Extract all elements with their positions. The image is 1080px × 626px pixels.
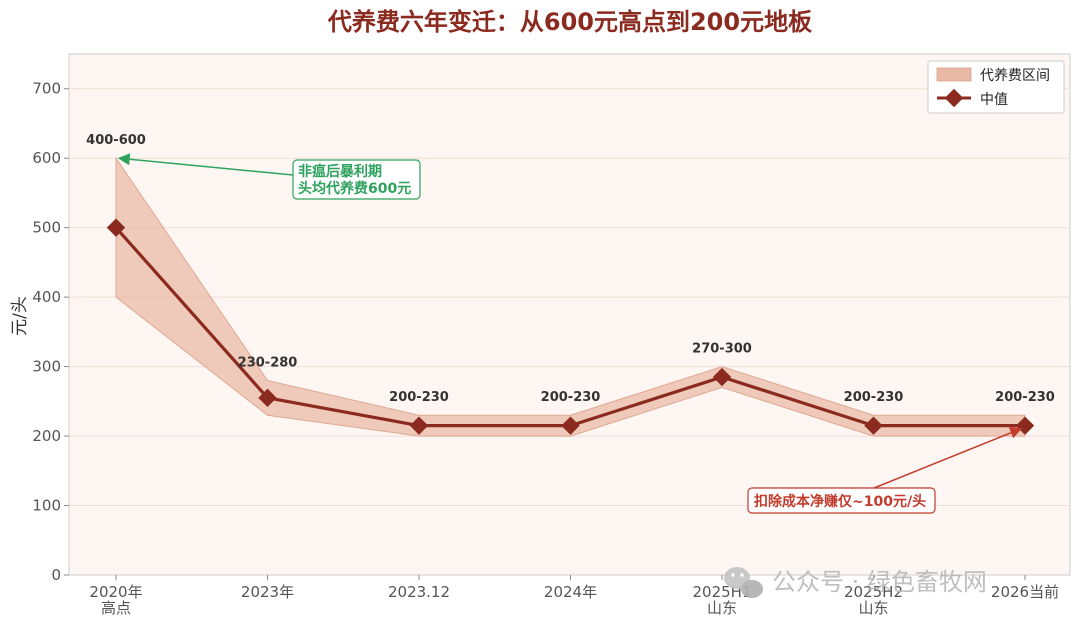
range-data-label: 270-300 [692,342,752,357]
median-marker [864,416,883,435]
annotation-text-profit: 扣除成本净赚仅~100元/头 [754,493,926,510]
y-axis-label: 元/头 [10,296,30,336]
range-band [115,156,1026,437]
x-tick-label: 高点 [101,599,131,617]
y-tick-label: 700 [32,80,61,98]
legend-band-label: 代养费区间 [980,68,1050,84]
y-tick-label: 0 [51,566,61,584]
y-tick-label: 200 [32,427,61,445]
range-data-label: 200-230 [389,390,449,405]
annotation-text-peak: 头均代养费600元 [298,180,411,197]
annotation-arrow-peak [117,153,294,176]
y-tick-label: 400 [32,288,61,306]
legend-diamond-icon [944,88,964,108]
wechat-icon [724,567,763,598]
y-tick-label: 100 [32,497,61,515]
legend-line-label: 中值 [980,92,1008,108]
legend: 代养费区间 中值 [927,60,1065,114]
median-marker [409,416,429,435]
y-tick-labels: 0 100 200 300 400 500 600 700 [32,80,69,584]
median-marker [561,416,580,435]
range-band-group [115,156,1026,437]
range-data-label: 200-230 [995,390,1055,405]
x-tick-label: 2025H2 [844,583,903,601]
x-tick-label: 2023.12 [388,583,450,601]
x-tick-label: 山东 [858,599,888,617]
x-tick-label: 山东 [707,599,737,617]
median-marker [106,218,126,237]
x-tick-label: 2023年 [241,583,294,601]
x-tick-label: 2026当前 [991,583,1059,601]
annotation-box-peak [292,159,421,200]
watermark-text: 公众号 · 绿色畜牧网 [772,568,987,596]
range-data-label: 400-600 [86,133,146,148]
range-data-label: 230-280 [238,355,298,370]
x-tick-label: 2020年 [89,583,142,601]
y-tick-label: 500 [32,219,61,237]
x-tick-label: 2024年 [544,583,597,601]
median-marker [258,388,277,408]
legend-band-swatch [936,67,972,82]
range-data-label: 200-230 [541,390,601,405]
annotation-text-peak: 非瘟后暴利期 [298,163,382,180]
y-tick-label: 600 [32,149,61,167]
data-labels: 400-600 230-280 200-230 200-230 270-300 200-2… [86,133,1055,405]
range-data-label: 200-230 [844,390,904,405]
y-tick-label: 300 [32,358,61,376]
annotation-arrow-profit [873,427,1023,489]
median-marker [712,367,732,387]
watermark: 公众号 · 绿色畜牧网 [724,567,987,598]
annotation-box-profit [747,487,936,514]
chart-title: 代养费六年变迁：从600元高点到200元地板 [327,8,813,36]
